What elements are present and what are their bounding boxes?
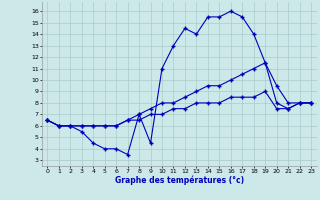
X-axis label: Graphe des températures (°c): Graphe des températures (°c): [115, 175, 244, 185]
